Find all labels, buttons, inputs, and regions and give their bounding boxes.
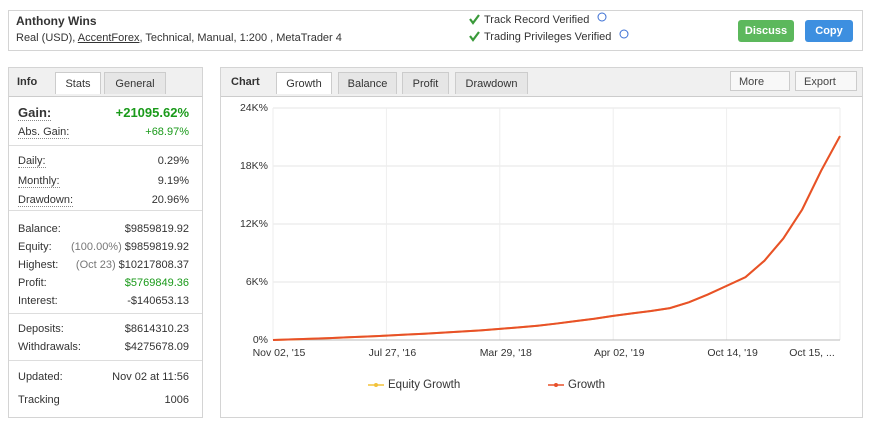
x-tick-label: Oct 15, ... xyxy=(789,347,835,359)
x-tick-label: Mar 29, '18 xyxy=(480,347,532,359)
stat-value-text: 9.19% xyxy=(157,174,189,187)
stat-label: Daily: xyxy=(18,155,46,168)
tab[interactable]: General xyxy=(104,72,166,94)
x-tick-label: Jul 27, '16 xyxy=(369,347,417,359)
stat-label: Monthly: xyxy=(18,174,60,188)
series-line xyxy=(272,135,841,341)
menu-label: More xyxy=(739,76,765,88)
stat-label: Balance: xyxy=(18,223,61,235)
divider xyxy=(9,360,202,361)
y-tick-label: 24K% xyxy=(240,102,268,114)
stat-label: Withdrawals: xyxy=(18,341,81,353)
stat-label: Interest: xyxy=(18,295,58,307)
tab[interactable]: Drawdown xyxy=(455,72,528,94)
stat-value: 1006 xyxy=(165,394,189,406)
stat-value: 0.29% xyxy=(158,155,189,167)
tab[interactable]: Profit xyxy=(402,72,449,94)
stat-label: Drawdown: xyxy=(18,194,74,207)
verified-label: Trading Privileges Verified xyxy=(484,31,612,43)
legend-label: Growth xyxy=(568,379,605,391)
tab[interactable]: Growth xyxy=(276,72,332,94)
stat-value: +68.97% xyxy=(145,126,189,138)
panel-title: Info xyxy=(17,76,38,88)
y-tick-label: 6K% xyxy=(246,276,268,288)
stat-value: (Oct 23) $10217808.37 xyxy=(76,259,189,271)
x-tick-label: Nov 02, '15 xyxy=(253,347,306,359)
menu-button[interactable]: More xyxy=(730,71,790,91)
series-line xyxy=(272,135,841,341)
legend-swatch xyxy=(554,383,558,387)
stat-label: Profit: xyxy=(18,277,47,289)
divider xyxy=(9,313,202,314)
stat-note: (100.00%) xyxy=(71,241,122,253)
menu-label: Export xyxy=(804,76,836,88)
stat-value-text: +68.97% xyxy=(145,126,189,138)
stat-label: Tracking xyxy=(18,394,60,406)
panel-title: Chart xyxy=(231,76,260,88)
broker-link: AccentForex xyxy=(77,32,140,44)
stat-value: 9.19% xyxy=(158,175,189,187)
legend-label: Equity Growth xyxy=(388,379,460,391)
details-text: Real (USD), xyxy=(16,32,78,44)
stat-value: $5769849.36 xyxy=(125,277,189,289)
stat-label: Deposits: xyxy=(18,323,64,335)
verified-label: Track Record Verified xyxy=(484,14,590,26)
stat-value: $4275678.09 xyxy=(125,341,189,353)
stat-note: (Oct 23) xyxy=(75,259,116,271)
stat-value: 20.96% xyxy=(152,194,189,206)
header-button[interactable]: Copy xyxy=(805,20,853,42)
stat-value: Nov 02 at 11:56 xyxy=(112,371,189,383)
tab[interactable]: Balance xyxy=(338,72,397,94)
stat-value-text: +21095.62% xyxy=(115,105,189,120)
help-icon xyxy=(597,12,607,22)
stat-value-text: 0.29% xyxy=(157,155,189,167)
stat-value-text: 20.96% xyxy=(151,194,189,206)
y-tick-label: 18K% xyxy=(240,160,268,172)
tab[interactable]: Stats xyxy=(55,72,101,94)
x-tick-label: Oct 14, '19 xyxy=(707,347,758,359)
trader-name: Anthony Wins xyxy=(16,14,97,28)
stat-value: +21095.62% xyxy=(116,105,189,120)
stat-value: -$140653.13 xyxy=(127,295,189,307)
chart-panel xyxy=(220,67,863,418)
stat-value-text: $4275678.09 xyxy=(124,341,189,353)
stat-value: $9859819.92 xyxy=(125,223,189,235)
stat-label: Gain: xyxy=(18,105,52,121)
header xyxy=(8,10,863,51)
stat-label: Highest: xyxy=(18,259,59,271)
stat-label: Updated: xyxy=(18,371,63,383)
stat-label: Abs. Gain: xyxy=(18,126,70,139)
stat-value-text: $5769849.36 xyxy=(124,277,189,289)
stat-value-text: $8614310.23 xyxy=(124,323,189,335)
stat-value-text: -$140653.13 xyxy=(127,295,189,307)
x-tick-label: Apr 02, '19 xyxy=(594,347,645,359)
menu-button[interactable]: Export xyxy=(795,71,857,91)
stat-label: Equity: xyxy=(18,241,52,253)
stat-value: (100.00%) $9859819.92 xyxy=(71,241,189,253)
stat-value-text: $9859819.92 xyxy=(124,223,189,235)
divider xyxy=(9,210,202,211)
divider xyxy=(9,145,202,146)
legend-swatch xyxy=(374,383,378,387)
stat-value-text: Nov 02 at 11:56 xyxy=(112,371,189,383)
y-tick-label: 0% xyxy=(253,334,268,346)
stat-value-text: 1006 xyxy=(164,394,189,406)
details-text: , Technical, Manual, 1:200 , MetaTrader … xyxy=(139,32,342,44)
check-icon xyxy=(469,14,480,25)
trader-details: Real (USD), AccentForex, Technical, Manu… xyxy=(16,32,342,44)
stat-value-text: $9859819.92 xyxy=(124,241,189,253)
header-button[interactable]: Discuss xyxy=(738,20,794,42)
help-icon xyxy=(619,29,629,39)
stat-value: $8614310.23 xyxy=(125,323,189,335)
check-icon xyxy=(469,31,480,42)
stat-value-text: $10217808.37 xyxy=(118,259,189,271)
y-tick-label: 12K% xyxy=(240,218,268,230)
